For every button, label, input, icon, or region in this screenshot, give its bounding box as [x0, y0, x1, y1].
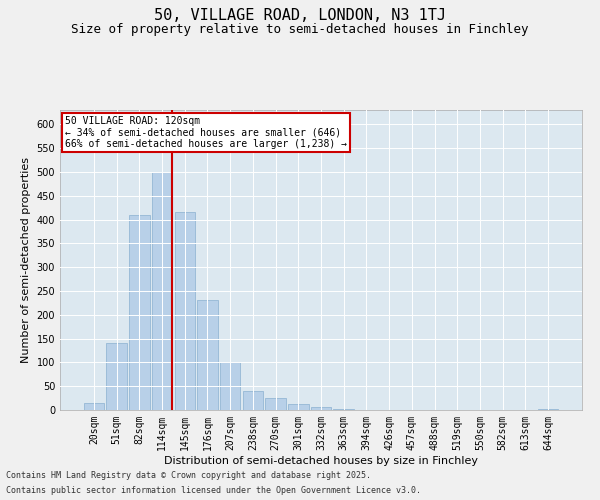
Bar: [84, 403, 104, 410]
Bar: [175, 212, 195, 410]
Bar: [152, 172, 172, 410]
Y-axis label: Number of semi-detached properties: Number of semi-detached properties: [21, 157, 31, 363]
Bar: [311, 406, 331, 410]
Text: Size of property relative to semi-detached houses in Finchley: Size of property relative to semi-detach…: [71, 22, 529, 36]
Bar: [129, 215, 149, 410]
Bar: [538, 409, 558, 410]
Bar: [265, 398, 286, 410]
Text: Contains public sector information licensed under the Open Government Licence v3: Contains public sector information licen…: [6, 486, 421, 495]
Bar: [288, 404, 308, 410]
X-axis label: Distribution of semi-detached houses by size in Finchley: Distribution of semi-detached houses by …: [164, 456, 478, 466]
Bar: [242, 391, 263, 410]
Bar: [106, 344, 127, 410]
Text: Contains HM Land Registry data © Crown copyright and database right 2025.: Contains HM Land Registry data © Crown c…: [6, 471, 371, 480]
Bar: [220, 362, 241, 410]
Text: 50, VILLAGE ROAD, LONDON, N3 1TJ: 50, VILLAGE ROAD, LONDON, N3 1TJ: [154, 8, 446, 22]
Text: 50 VILLAGE ROAD: 120sqm
← 34% of semi-detached houses are smaller (646)
66% of s: 50 VILLAGE ROAD: 120sqm ← 34% of semi-de…: [65, 116, 347, 149]
Bar: [334, 408, 354, 410]
Bar: [197, 300, 218, 410]
